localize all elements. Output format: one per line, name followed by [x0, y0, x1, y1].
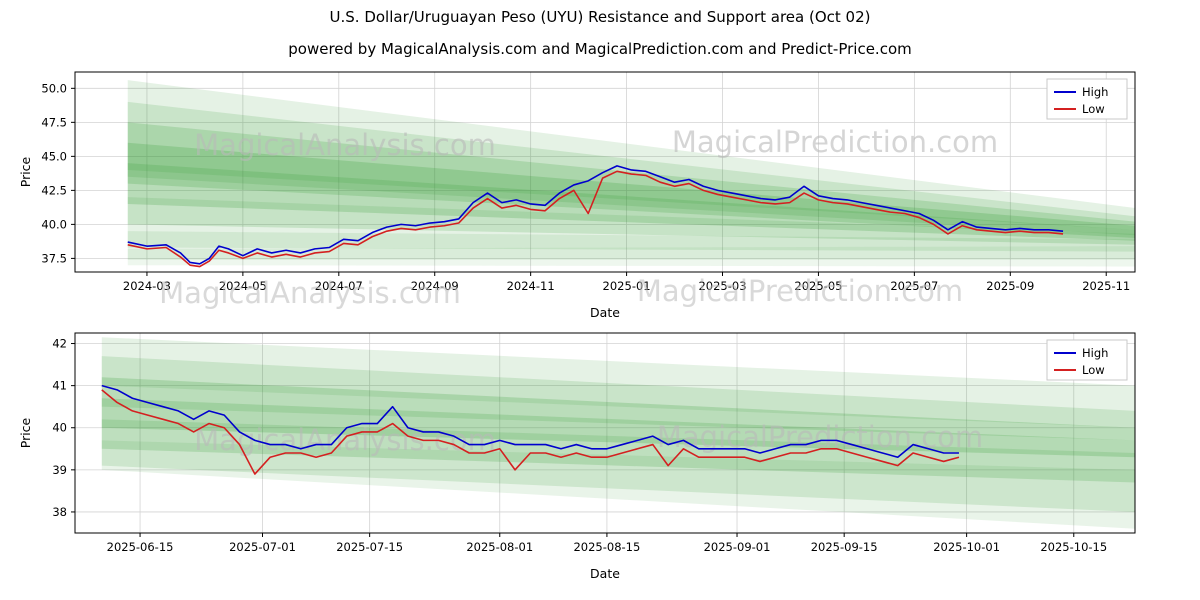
- y-tick-label: 41: [52, 379, 67, 393]
- x-tick-label: 2024-05: [219, 279, 267, 293]
- legend-label-high: High: [1082, 346, 1108, 360]
- y-tick-label: 50.0: [41, 81, 67, 95]
- watermark-text: MagicalAnalysis.com: [194, 423, 496, 457]
- band: [127, 197, 1135, 252]
- band: [101, 356, 1135, 441]
- support-resistance-bands: [101, 337, 1135, 529]
- x-tick-label: 2025-08-15: [573, 540, 640, 554]
- band: [101, 419, 1135, 512]
- y-tick-label: 45.0: [41, 149, 67, 163]
- x-tick-label: 2025-05: [794, 279, 842, 293]
- x-tick-label: 2025-11: [1082, 279, 1130, 293]
- low-line: [101, 389, 960, 475]
- legend: High Low: [1046, 78, 1128, 120]
- plot-border: [74, 332, 1136, 534]
- watermark-text: MagicalAnalysis.com: [159, 276, 461, 310]
- x-tick-label: 2025-03: [698, 279, 746, 293]
- x-tick-label: 2025-10-15: [1040, 540, 1107, 554]
- band: [101, 440, 1135, 529]
- x-axis-label: Date: [590, 566, 620, 581]
- plot-border: [74, 71, 1136, 273]
- legend-label-low: Low: [1082, 102, 1105, 116]
- page-subtitle: powered by MagicalAnalysis.com and Magic…: [288, 40, 912, 58]
- y-axis-label: Price: [18, 417, 33, 448]
- legend-box: [1046, 339, 1128, 381]
- y-tick-label: 37.5: [41, 251, 67, 265]
- x-tick-label: 2025-07-15: [336, 540, 403, 554]
- band: [127, 246, 1135, 267]
- y-tick-label: 42.5: [41, 183, 67, 197]
- series-lines: [127, 165, 1064, 268]
- x-tick-label: 2025-07-01: [229, 540, 296, 554]
- high-line: [127, 165, 1064, 265]
- x-axis-label: Date: [590, 305, 620, 320]
- watermark-text: MagicalAnalysis.com: [194, 128, 496, 162]
- legend-box: [1046, 78, 1128, 120]
- band: [127, 163, 1135, 245]
- low-line: [127, 170, 1064, 268]
- band: [127, 80, 1135, 230]
- support-resistance-bands: [127, 80, 1135, 267]
- x-tick-label: 2024-09: [411, 279, 459, 293]
- y-tick-label: 40: [52, 421, 67, 435]
- x-tick-label: 2025-10-01: [933, 540, 1000, 554]
- band: [101, 377, 1135, 458]
- x-tick-label: 2025-06-15: [107, 540, 174, 554]
- x-tick-label: 2025-07: [890, 279, 938, 293]
- subplot-1: MagicalAnalysis.com MagicalPrediction.com…: [18, 332, 1136, 581]
- band: [101, 398, 1135, 483]
- band: [127, 122, 1135, 238]
- plot-background: [75, 333, 1135, 533]
- grid: [75, 333, 1135, 533]
- y-tick-label: 38: [52, 505, 67, 519]
- watermark-text: MagicalPrediction.com: [637, 274, 963, 308]
- band: [127, 101, 1135, 236]
- band: [127, 142, 1135, 241]
- legend-label-high: High: [1082, 85, 1108, 99]
- legend-label-low: Low: [1082, 363, 1105, 377]
- y-tick-label: 40.0: [41, 217, 67, 231]
- charts-canvas: MagicalAnalysis.com MagicalPrediction.com…: [18, 71, 1136, 581]
- high-line: [101, 384, 959, 459]
- y-tick-label: 42: [52, 337, 67, 351]
- subplot-0: MagicalAnalysis.com MagicalPrediction.com…: [18, 71, 1136, 320]
- y-axis-label: Price: [18, 156, 33, 187]
- axis-ticks: 2025-06-15 2025-07-01 2025-07-15 2025-08-01…: [52, 337, 1107, 554]
- axis-ticks: 2024-03 2024-05 2024-07 2024-09 2024-11 2025-…: [41, 81, 1130, 293]
- y-tick-label: 47.5: [41, 115, 67, 129]
- x-tick-label: 2024-03: [123, 279, 171, 293]
- x-tick-label: 2025-09-01: [704, 540, 771, 554]
- y-tick-label: 39: [52, 463, 67, 477]
- band: [101, 337, 1135, 428]
- watermark-text: MagicalPrediction.com: [672, 125, 998, 159]
- band: [127, 231, 1135, 260]
- x-tick-label: 2025-09-15: [811, 540, 878, 554]
- x-tick-label: 2024-07: [315, 279, 363, 293]
- series-lines: [101, 384, 960, 475]
- x-tick-label: 2025-01: [603, 279, 651, 293]
- x-tick-label: 2024-11: [507, 279, 555, 293]
- x-tick-label: 2025-08-01: [466, 540, 533, 554]
- page-title: U.S. Dollar/Uruguayan Peso (UYU) Resista…: [329, 8, 871, 26]
- x-tick-label: 2025-09: [986, 279, 1034, 293]
- legend: High Low: [1046, 339, 1128, 381]
- grid: [75, 72, 1135, 272]
